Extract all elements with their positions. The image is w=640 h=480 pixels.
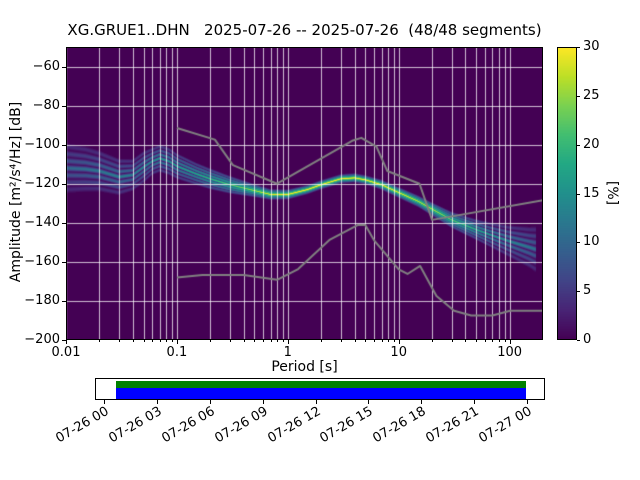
timeline-tick-mark [527, 400, 528, 404]
timeline-tick-mark [209, 400, 211, 404]
colorbar-tick-label: 25 [583, 87, 600, 103]
x-minor-tick-mark [451, 340, 453, 342]
y-tick-mark [62, 261, 66, 263]
x-minor-tick-mark [465, 340, 467, 342]
x-minor-tick-mark [387, 340, 389, 342]
y-tick-label: −140 [24, 214, 60, 230]
x-minor-tick-mark [504, 340, 506, 342]
y-tick-mark [62, 183, 66, 185]
colorbar-tick-mark [577, 242, 580, 244]
x-minor-tick-mark [354, 340, 356, 342]
colorbar-tick-mark [577, 95, 580, 97]
colorbar-tick-mark [577, 291, 580, 293]
colorbar-gradient [557, 47, 577, 340]
timeline-tick-mark [474, 400, 476, 404]
x-minor-tick-mark [485, 340, 486, 342]
colorbar-tick-label: 15 [583, 185, 600, 201]
x-minor-tick-mark [152, 340, 154, 342]
timeline-tick-mark [315, 400, 317, 404]
x-tick-label: 0.01 [51, 345, 81, 360]
x-axis-label: Period [s] [271, 359, 338, 375]
x-minor-tick-mark [132, 340, 134, 342]
colorbar-tick-label: 30 [583, 39, 600, 54]
x-minor-tick-mark [229, 340, 231, 342]
x-minor-tick-mark [254, 340, 256, 342]
x-minor-tick-mark [277, 340, 279, 342]
ppsd-heatmap [66, 47, 543, 340]
y-tick-mark [62, 222, 66, 224]
x-minor-tick-mark [340, 340, 342, 342]
x-minor-tick-mark [393, 340, 395, 342]
y-tick-mark [62, 340, 66, 341]
colorbar-tick-mark [577, 340, 580, 341]
x-tick-mark [287, 340, 289, 344]
x-minor-tick-mark [166, 340, 168, 342]
timeline-tick-mark [262, 400, 264, 404]
x-minor-tick-mark [282, 340, 284, 342]
x-minor-tick-mark [99, 340, 101, 342]
x-minor-tick-mark [432, 340, 434, 342]
colorbar-tick-label: 20 [583, 136, 600, 152]
x-minor-tick-mark [270, 340, 272, 342]
colorbar-tick-label: 10 [583, 234, 600, 250]
x-tick-label: 1 [283, 345, 292, 360]
x-minor-tick-mark [492, 340, 494, 342]
x-tick-mark [176, 340, 178, 344]
y-tick-mark [62, 144, 66, 146]
x-minor-tick-mark [321, 340, 323, 342]
x-minor-tick-mark [498, 340, 500, 342]
timeline-tick-mark [368, 400, 370, 404]
x-tick-mark [509, 340, 511, 344]
colorbar-tick-label: 5 [583, 283, 592, 299]
x-tick-mark [66, 340, 67, 344]
x-minor-tick-mark [374, 340, 376, 342]
x-minor-tick-mark [159, 340, 161, 342]
y-tick-label: −120 [24, 175, 60, 191]
x-tick-mark [398, 340, 400, 344]
x-tick-label: 0.1 [166, 345, 188, 360]
y-tick-label: −60 [32, 58, 60, 74]
x-minor-tick-mark [171, 340, 173, 342]
y-tick-mark [62, 66, 66, 68]
x-tick-label: 10 [390, 345, 407, 360]
x-minor-tick-mark [381, 340, 383, 342]
colorbar-tick-label: 0 [583, 332, 592, 347]
x-minor-tick-mark [476, 340, 478, 342]
timeline-tick-mark [421, 400, 423, 404]
x-minor-tick-mark [365, 340, 367, 342]
y-tick-label: −200 [24, 332, 60, 347]
timeline-data-bar [116, 388, 527, 399]
x-minor-tick-mark [118, 340, 120, 342]
y-tick-label: −160 [24, 253, 60, 269]
timeline-tick-mark [156, 400, 158, 404]
timeline-box [95, 378, 545, 400]
y-tick-label: −80 [32, 97, 60, 113]
colorbar-tick-mark [577, 193, 580, 195]
x-tick-label: 100 [497, 345, 523, 360]
y-tick-mark [62, 300, 66, 302]
x-minor-tick-mark [263, 340, 265, 342]
x-minor-tick-mark [143, 340, 145, 342]
x-minor-tick-mark [210, 340, 212, 342]
y-tick-label: −100 [24, 136, 60, 152]
timeline-tick-mark [104, 400, 105, 404]
plot-title: XG.GRUE1..DHN 2025-07-26 -- 2025-07-26 (… [67, 21, 542, 39]
colorbar-tick-mark [577, 144, 580, 146]
colorbar-tick-mark [577, 47, 580, 48]
y-tick-label: −180 [24, 292, 60, 308]
x-minor-tick-mark [243, 340, 245, 342]
y-tick-mark [62, 105, 66, 107]
timeline-processed-bar [116, 381, 527, 388]
